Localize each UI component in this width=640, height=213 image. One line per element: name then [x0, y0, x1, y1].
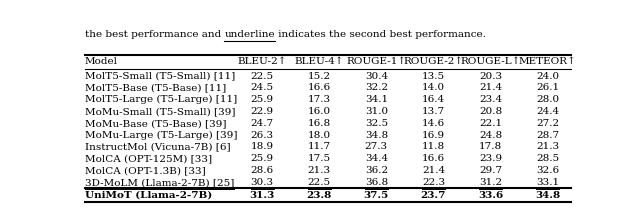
Text: UniMoT (Llama-2-7B): UniMoT (Llama-2-7B)	[85, 191, 212, 200]
Text: 24.5: 24.5	[251, 83, 274, 92]
Text: 21.4: 21.4	[479, 83, 502, 92]
Text: MolT5-Base (T5-Base) [11]: MolT5-Base (T5-Base) [11]	[85, 83, 226, 92]
Text: 26.3: 26.3	[251, 131, 274, 140]
Text: 13.7: 13.7	[422, 107, 445, 116]
Text: MolCA (OPT-1.3B) [33]: MolCA (OPT-1.3B) [33]	[85, 166, 205, 175]
Text: 24.8: 24.8	[479, 131, 502, 140]
Text: 25.9: 25.9	[251, 95, 274, 104]
Text: 16.6: 16.6	[422, 154, 445, 163]
Text: ROUGE-2↑: ROUGE-2↑	[403, 57, 463, 66]
Text: 21.3: 21.3	[308, 166, 331, 175]
Text: 3D-MoLM (Llama-2-7B) [25]: 3D-MoLM (Llama-2-7B) [25]	[85, 178, 234, 187]
Text: indicates the second best performance.: indicates the second best performance.	[275, 30, 486, 39]
Text: MolT5-Large (T5-Large) [11]: MolT5-Large (T5-Large) [11]	[85, 95, 237, 104]
Text: 15.2: 15.2	[308, 72, 331, 81]
Text: 23.9: 23.9	[479, 154, 502, 163]
Text: 31.2: 31.2	[479, 178, 502, 187]
Text: 22.3: 22.3	[422, 178, 445, 187]
Text: 31.3: 31.3	[250, 191, 275, 200]
Text: 18.9: 18.9	[251, 142, 274, 151]
Text: 16.0: 16.0	[308, 107, 331, 116]
Text: 24.0: 24.0	[536, 72, 559, 81]
Text: 13.5: 13.5	[422, 72, 445, 81]
Text: InstructMol (Vicuna-7B) [6]: InstructMol (Vicuna-7B) [6]	[85, 142, 230, 151]
Text: 32.2: 32.2	[365, 83, 388, 92]
Text: 14.0: 14.0	[422, 83, 445, 92]
Text: BLEU-4↑: BLEU-4↑	[294, 57, 344, 66]
Text: 26.1: 26.1	[536, 83, 559, 92]
Text: 11.7: 11.7	[308, 142, 331, 151]
Text: 32.5: 32.5	[365, 119, 388, 128]
Text: 23.4: 23.4	[479, 95, 502, 104]
Text: ROUGE-L↑: ROUGE-L↑	[460, 57, 520, 66]
Text: underline: underline	[225, 30, 275, 39]
Text: 34.1: 34.1	[365, 95, 388, 104]
Text: 24.4: 24.4	[536, 107, 559, 116]
Text: MoMu-Small (T5-Small) [39]: MoMu-Small (T5-Small) [39]	[85, 107, 236, 116]
Text: 16.4: 16.4	[422, 95, 445, 104]
Text: 29.7: 29.7	[479, 166, 502, 175]
Text: 11.8: 11.8	[422, 142, 445, 151]
Text: 34.4: 34.4	[365, 154, 388, 163]
Text: 27.2: 27.2	[536, 119, 559, 128]
Text: 21.4: 21.4	[422, 166, 445, 175]
Text: 28.6: 28.6	[251, 166, 274, 175]
Text: 17.5: 17.5	[308, 154, 331, 163]
Text: the best performance and: the best performance and	[85, 30, 225, 39]
Text: 18.0: 18.0	[308, 131, 331, 140]
Text: 22.9: 22.9	[251, 107, 274, 116]
Text: 33.1: 33.1	[536, 178, 559, 187]
Text: Model: Model	[85, 57, 118, 66]
Text: 36.8: 36.8	[365, 178, 388, 187]
Text: 31.0: 31.0	[365, 107, 388, 116]
Text: 23.8: 23.8	[307, 191, 332, 200]
Text: METEOR↑: METEOR↑	[518, 57, 577, 66]
Text: 30.4: 30.4	[365, 72, 388, 81]
Text: 25.9: 25.9	[251, 154, 274, 163]
Text: 28.0: 28.0	[536, 95, 559, 104]
Text: MoMu-Large (T5-Large) [39]: MoMu-Large (T5-Large) [39]	[85, 131, 237, 140]
Text: 28.7: 28.7	[536, 131, 559, 140]
Text: 20.3: 20.3	[479, 72, 502, 81]
Text: MoMu-Base (T5-Base) [39]: MoMu-Base (T5-Base) [39]	[85, 119, 227, 128]
Text: 30.3: 30.3	[251, 178, 274, 187]
Text: 21.3: 21.3	[536, 142, 559, 151]
Text: 34.8: 34.8	[535, 191, 560, 200]
Text: 34.8: 34.8	[365, 131, 388, 140]
Text: 24.7: 24.7	[251, 119, 274, 128]
Text: BLEU-2↑: BLEU-2↑	[237, 57, 287, 66]
Text: 23.7: 23.7	[420, 191, 446, 200]
Text: 22.5: 22.5	[251, 72, 274, 81]
Text: 16.8: 16.8	[308, 119, 331, 128]
Text: 37.5: 37.5	[364, 191, 389, 200]
Text: 20.8: 20.8	[479, 107, 502, 116]
Text: MolCA (OPT-125M) [33]: MolCA (OPT-125M) [33]	[85, 154, 212, 163]
Text: 17.3: 17.3	[308, 95, 331, 104]
Text: 16.9: 16.9	[422, 131, 445, 140]
Text: ROUGE-1↑: ROUGE-1↑	[346, 57, 406, 66]
Text: 17.8: 17.8	[479, 142, 502, 151]
Text: 36.2: 36.2	[365, 166, 388, 175]
Text: 14.6: 14.6	[422, 119, 445, 128]
Text: 27.3: 27.3	[365, 142, 388, 151]
Text: 16.6: 16.6	[308, 83, 331, 92]
Text: 32.6: 32.6	[536, 166, 559, 175]
Text: 22.1: 22.1	[479, 119, 502, 128]
Text: 28.5: 28.5	[536, 154, 559, 163]
Text: MolT5-Small (T5-Small) [11]: MolT5-Small (T5-Small) [11]	[85, 72, 236, 81]
Text: 33.6: 33.6	[478, 191, 503, 200]
Text: 22.5: 22.5	[308, 178, 331, 187]
